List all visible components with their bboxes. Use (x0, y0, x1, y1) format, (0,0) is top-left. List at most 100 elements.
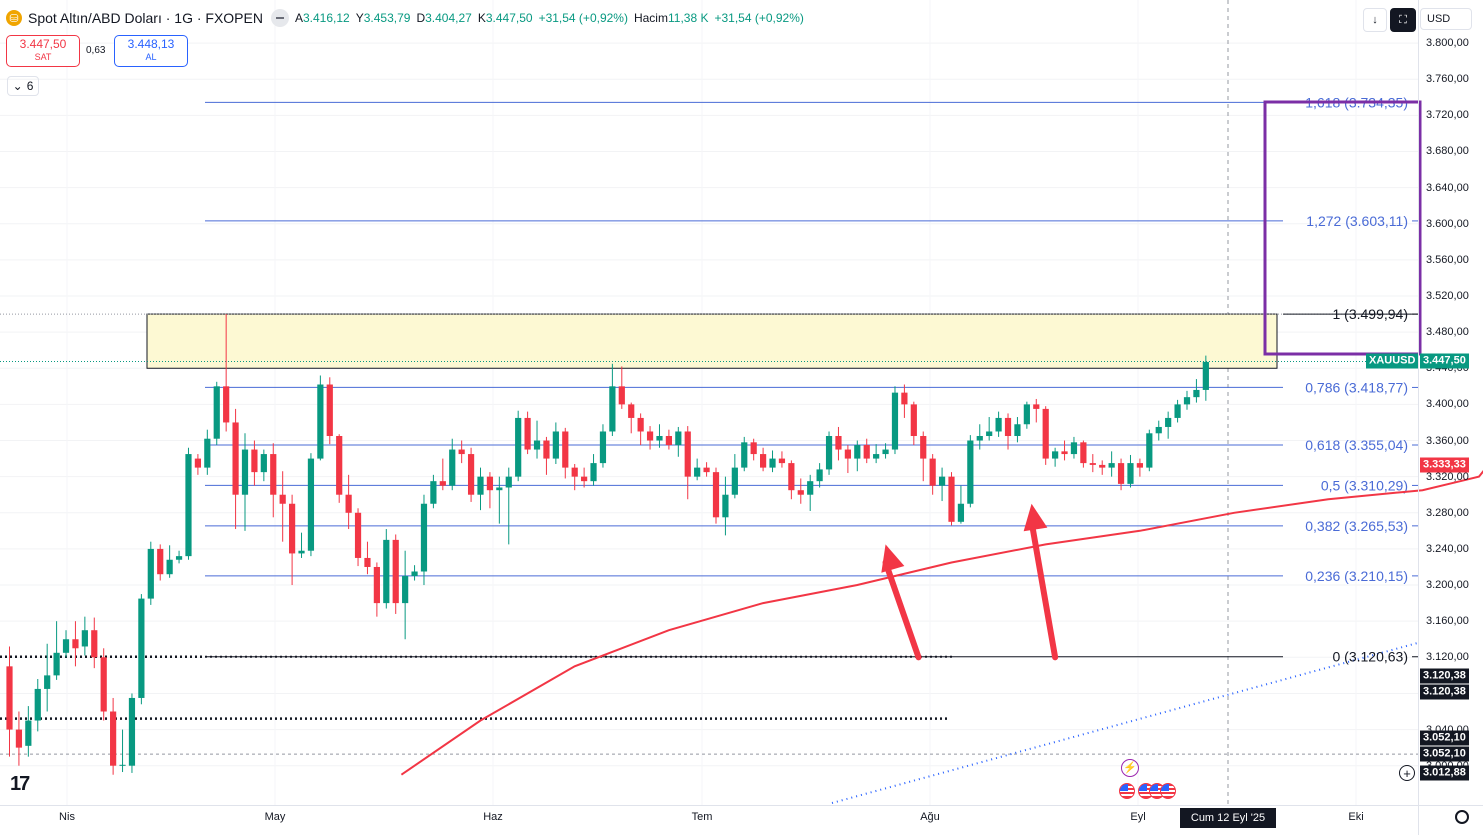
candle-body (204, 438, 211, 468)
candle-body (825, 436, 833, 470)
time-tick-label: Nis (59, 811, 75, 823)
symbol-title[interactable]: Spot Altın/ABD Doları · 1G · FXOPEN (28, 10, 263, 26)
us-flag-icon[interactable] (1119, 783, 1135, 799)
candle-body (354, 512, 362, 558)
crosshair-date-label: Cum 12 Eyl '25 (1180, 808, 1276, 828)
fullscreen-button[interactable]: ⛶ (1390, 8, 1416, 32)
price-tick-label: 3.120,00 (1426, 651, 1469, 664)
price-tick-label: 3.600,00 (1426, 217, 1469, 230)
candle-body (1174, 404, 1181, 418)
candle-body (684, 431, 691, 477)
candle-body (194, 458, 201, 468)
annotation-arrow (882, 559, 922, 661)
price-tick-label: 3.400,00 (1426, 398, 1469, 411)
candle-body (1099, 464, 1106, 468)
download-button[interactable]: ↓ (1363, 8, 1387, 32)
candle-body (91, 630, 98, 658)
candle-body (694, 467, 701, 477)
time-tick-label: Tem (691, 811, 713, 823)
candle-body (166, 559, 173, 575)
event-flash-icon[interactable]: ⚡ (1121, 759, 1139, 777)
candle-body (72, 639, 79, 649)
tradingview-logo-icon[interactable]: 17 (10, 773, 30, 795)
header: ⛁ Spot Altın/ABD Doları · 1G · FXOPEN A3… (6, 8, 804, 28)
candle-body (863, 445, 870, 459)
candle-body (1042, 408, 1049, 459)
price-tick-label: 3.240,00 (1426, 542, 1469, 555)
indicators-toggle[interactable]: ⌄ 6 (7, 76, 39, 96)
candle-body (628, 404, 635, 418)
buy-button[interactable]: 3.448,13 AL (114, 35, 188, 67)
candle-body (656, 436, 663, 441)
candle-body (515, 417, 522, 477)
candle-body (665, 436, 672, 446)
candle-body (957, 503, 965, 522)
price-tick-label: 3.200,00 (1426, 579, 1469, 592)
level-tag: 3.052,10 (1420, 746, 1469, 762)
spread-value: 0,63 (86, 45, 106, 56)
candle-body (901, 392, 908, 405)
candle-body (147, 548, 154, 599)
candle-body (618, 386, 625, 405)
fib-label: 0,786 (3.418,77) (1305, 379, 1408, 395)
price-tick-label: 3.160,00 (1426, 615, 1469, 628)
candle-body (81, 630, 88, 647)
candle-body (581, 476, 588, 482)
candle-body (383, 539, 390, 604)
candle-body (1117, 463, 1125, 484)
candle-body (345, 494, 352, 513)
fib-label: 1 (3.499,94) (1333, 306, 1409, 322)
candle-body (119, 764, 126, 766)
add-level-icon[interactable]: + (1399, 765, 1415, 781)
annotation-arrow-head (881, 544, 905, 573)
price-tick-label: 3.280,00 (1426, 506, 1469, 519)
candle-body (995, 417, 1002, 432)
candle-body (1165, 417, 1172, 427)
candle-body (260, 454, 267, 473)
candle-body (844, 449, 851, 459)
candle-body (1070, 442, 1078, 455)
sell-button[interactable]: 3.447,50 SAT (6, 35, 80, 67)
price-tick-label: 3.520,00 (1426, 289, 1469, 302)
candle-body (929, 458, 936, 486)
level-tag: 3.012,88 (1420, 765, 1469, 781)
currency-select[interactable]: USD (1420, 8, 1472, 30)
candle-body (609, 386, 616, 432)
candle-body (854, 445, 861, 459)
moving-average-line (400, 470, 1483, 776)
price-tick-label: 3.480,00 (1426, 326, 1469, 339)
fib-label: 0,382 (3.265,53) (1305, 518, 1408, 534)
candle-body (967, 440, 974, 504)
candle-body (1089, 463, 1096, 465)
resistance-zone (146, 313, 1278, 369)
candle-body (100, 657, 107, 712)
candle-body (797, 490, 804, 495)
us-flag-icon[interactable] (1160, 783, 1176, 799)
candle-body (835, 436, 842, 450)
candle-body (185, 454, 192, 557)
last-price-tag: 3.447,50 (1420, 353, 1469, 369)
download-icon: ↓ (1372, 14, 1378, 26)
candle-body (289, 503, 296, 554)
candle-body (62, 639, 70, 653)
price-tick-label: 3.760,00 (1426, 73, 1469, 86)
settings-gear-icon[interactable] (1455, 810, 1469, 824)
candle-body (703, 467, 710, 473)
candle-body (731, 467, 738, 495)
level-tag: 3.120,38 (1420, 684, 1469, 700)
candle-body (920, 436, 927, 459)
candle-body (496, 487, 503, 491)
price-tick-label: 3.640,00 (1426, 181, 1469, 194)
price-tick-label: 3.320,00 (1426, 470, 1469, 483)
gold-icon: ⛁ (6, 10, 22, 26)
candle-body (110, 711, 117, 766)
candle-body (439, 481, 446, 486)
candle-body (477, 476, 484, 495)
candle-body (15, 729, 23, 748)
hide-legend-button[interactable] (270, 9, 289, 27)
candle-body (590, 463, 597, 482)
candle-body (1136, 463, 1143, 468)
candle-body (232, 422, 239, 495)
candle-body (420, 503, 428, 572)
